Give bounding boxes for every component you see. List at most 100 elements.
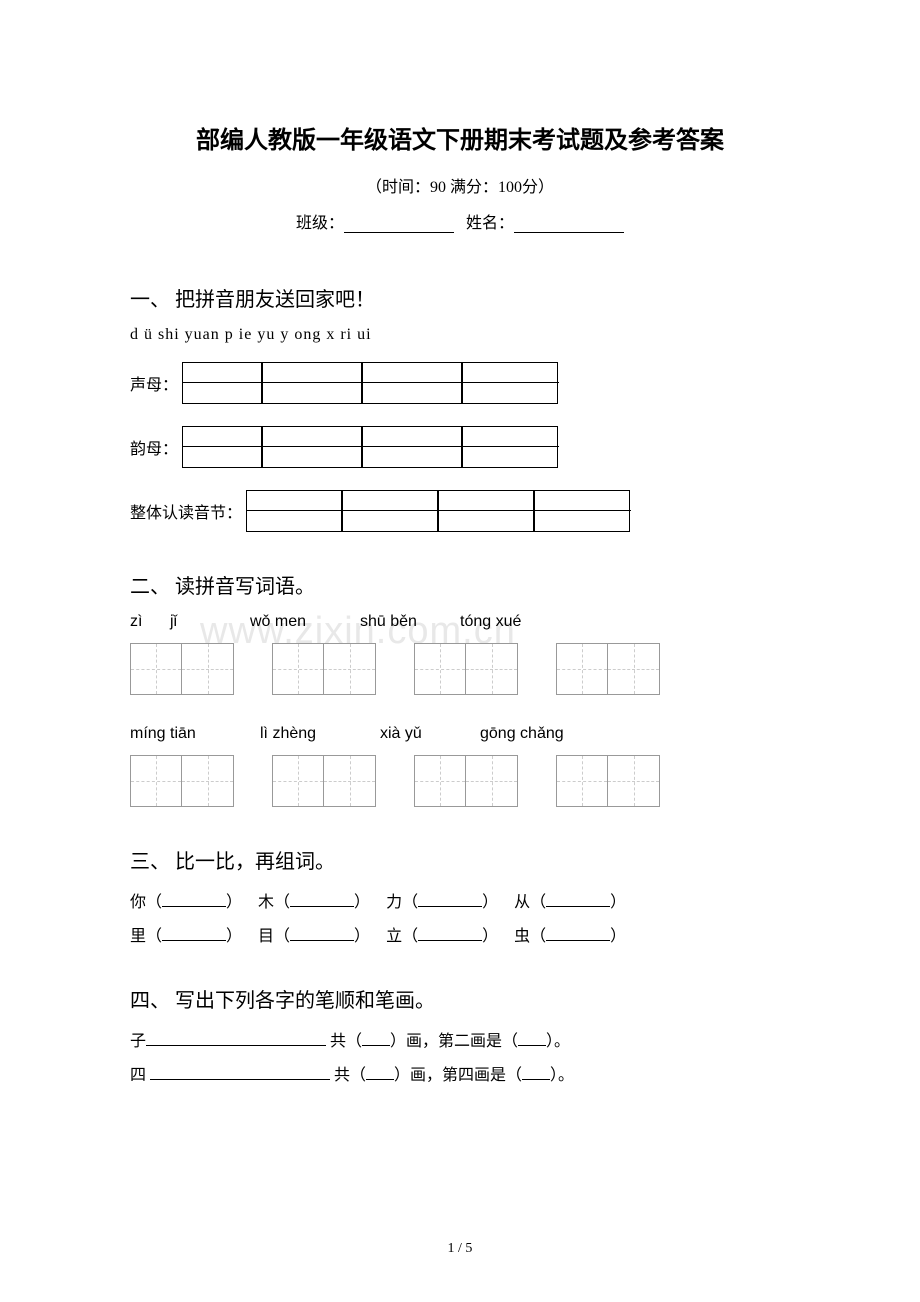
section1-row3-boxes — [246, 490, 630, 532]
char-box[interactable] — [466, 643, 518, 695]
page-subtitle: （时间：90 满分：100分） — [130, 173, 790, 197]
char-box[interactable] — [130, 755, 182, 807]
paren-close: ） — [226, 928, 242, 945]
pinyin-word: míng tiān — [130, 725, 260, 743]
section3-line1: 你（） 木（） 力（） 从（） — [130, 888, 790, 912]
answer-box[interactable] — [362, 426, 462, 468]
s4-line1-mid: 共（ — [326, 1033, 362, 1050]
section1-row2-boxes — [182, 426, 558, 468]
answer-box[interactable] — [342, 490, 438, 532]
pinyin-word: lì zhèng — [260, 725, 380, 743]
answer-box[interactable] — [462, 426, 558, 468]
s4-line1-blank3[interactable] — [518, 1032, 546, 1046]
section1-row3: 整体认读音节： — [130, 490, 790, 532]
char-box[interactable] — [556, 643, 608, 695]
s4-line2-blank2[interactable] — [366, 1066, 394, 1080]
char-box[interactable] — [608, 643, 660, 695]
info-line: 班级： 姓名： — [130, 209, 790, 233]
pinyin-word: jǐ — [170, 613, 250, 631]
section1-title: 一、 把拼音朋友送回家吧！ — [130, 283, 790, 312]
s4-line1-char: 子 — [130, 1033, 146, 1050]
paren-close: ） — [482, 894, 498, 911]
answer-box[interactable] — [182, 426, 262, 468]
paren-close: ） — [226, 894, 242, 911]
word-blank[interactable] — [418, 893, 482, 907]
pinyin-word: gōng chǎng — [480, 725, 600, 743]
name-blank[interactable] — [514, 217, 624, 233]
paren-close: ） — [610, 894, 626, 911]
compare-char: 立（ — [386, 928, 418, 945]
page-content: 部编人教版一年级语文下册期末考试题及参考答案 （时间：90 满分：100分） 班… — [130, 120, 790, 1085]
answer-box[interactable] — [462, 362, 558, 404]
answer-box[interactable] — [262, 362, 362, 404]
s4-line2-blank3[interactable] — [522, 1066, 550, 1080]
compare-char: 你（ — [130, 894, 162, 911]
section1-row2-label: 韵母： — [130, 435, 178, 459]
char-box[interactable] — [272, 755, 324, 807]
answer-box[interactable] — [534, 490, 630, 532]
char-box[interactable] — [414, 755, 466, 807]
char-box[interactable] — [324, 643, 376, 695]
s4-line2-blank1[interactable] — [150, 1066, 330, 1080]
char-box[interactable] — [182, 755, 234, 807]
section1-row1-label: 声母： — [130, 371, 178, 395]
char-box[interactable] — [556, 755, 608, 807]
answer-box[interactable] — [438, 490, 534, 532]
pinyin-word: zì — [130, 613, 170, 631]
word-blank[interactable] — [162, 927, 226, 941]
section-3: 三、 比一比，再组词。 你（） 木（） 力（） 从（） 里（） 目（） 立（） … — [130, 845, 790, 946]
char-box[interactable] — [466, 755, 518, 807]
s4-line1-blank1[interactable] — [146, 1032, 326, 1046]
char-box[interactable] — [272, 643, 324, 695]
answer-box[interactable] — [362, 362, 462, 404]
answer-box[interactable] — [182, 362, 262, 404]
section4-line1: 子 共（ ）画，第二画是（ ）。 — [130, 1027, 790, 1051]
word-blank[interactable] — [162, 893, 226, 907]
char-box[interactable] — [608, 755, 660, 807]
s4-line2-mid: 共（ — [330, 1067, 366, 1084]
spacer — [242, 894, 258, 911]
compare-char: 虫（ — [514, 928, 546, 945]
s4-line2-mid2: ）画，第四画是（ — [394, 1067, 522, 1084]
section2-boxes-row1 — [130, 643, 790, 695]
section1-row3-label: 整体认读音节： — [130, 499, 242, 523]
class-label: 班级： — [296, 215, 344, 232]
word-blank[interactable] — [418, 927, 482, 941]
compare-char: 里（ — [130, 928, 162, 945]
s4-line2-char: 四 — [130, 1067, 150, 1084]
pinyin-word: shū běn — [360, 613, 460, 631]
section3-title: 三、 比一比，再组词。 — [130, 845, 790, 874]
page-title: 部编人教版一年级语文下册期末考试题及参考答案 — [130, 120, 790, 155]
section2-title: 二、 读拼音写词语。 — [130, 570, 790, 599]
spacer — [370, 928, 386, 945]
char-box-pair — [272, 755, 376, 807]
s4-line1-end: ）。 — [546, 1033, 570, 1050]
section1-row1: 声母： — [130, 362, 790, 404]
word-blank[interactable] — [290, 893, 354, 907]
name-label: 姓名： — [466, 215, 514, 232]
s4-line2-end: ）。 — [550, 1067, 574, 1084]
section1-row1-boxes — [182, 362, 558, 404]
pinyin-word: xià yǔ — [380, 725, 480, 743]
s4-line1-blank2[interactable] — [362, 1032, 390, 1046]
char-box[interactable] — [182, 643, 234, 695]
char-box[interactable] — [324, 755, 376, 807]
answer-box[interactable] — [246, 490, 342, 532]
word-blank[interactable] — [546, 927, 610, 941]
char-box-pair — [272, 643, 376, 695]
word-blank[interactable] — [290, 927, 354, 941]
paren-close: ） — [354, 894, 370, 911]
compare-char: 目（ — [258, 928, 290, 945]
word-blank[interactable] — [546, 893, 610, 907]
section2-pinyin-row2: míng tiānlì zhèngxià yǔgōng chǎng — [130, 725, 790, 743]
char-box[interactable] — [130, 643, 182, 695]
char-box[interactable] — [414, 643, 466, 695]
compare-char: 从（ — [514, 894, 546, 911]
section4-title: 四、 写出下列各字的笔顺和笔画。 — [130, 984, 790, 1013]
s4-line1-mid2: ）画，第二画是（ — [390, 1033, 518, 1050]
spacer — [498, 928, 514, 945]
answer-box[interactable] — [262, 426, 362, 468]
paren-close: ） — [610, 928, 626, 945]
class-blank[interactable] — [344, 217, 454, 233]
paren-close: ） — [354, 928, 370, 945]
